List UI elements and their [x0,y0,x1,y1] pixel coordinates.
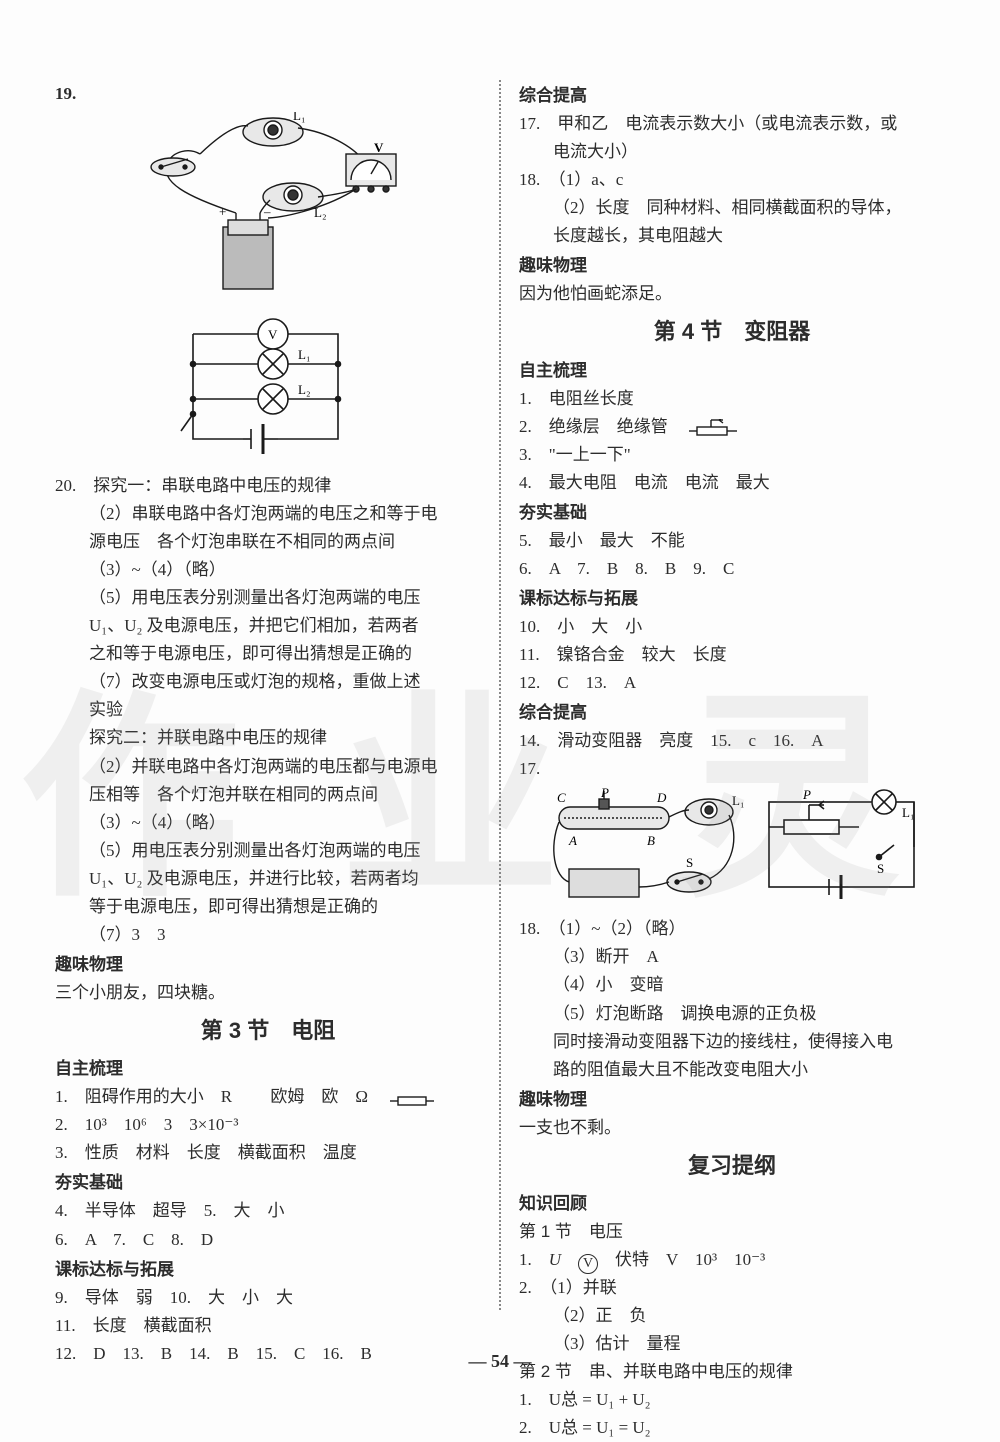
fun-physics-heading: 趣味物理 [519,252,945,280]
s2-line: 2. U总 = U₁ = U₂ [519,1414,945,1442]
zh2-line: 17. [519,755,945,783]
fun-physics-heading: 趣味物理 [519,1086,945,1114]
svg-text:C: C [557,790,566,805]
q20-line: 探究二：并联电路中电压的规律 [55,724,481,752]
zh-line: 长度越长，其电阻越大 [519,222,945,250]
hs-line: 6. A 7. B 8. B 9. C [519,555,945,583]
svg-text:L₁: L₁ [732,793,744,808]
zh2-line: （5）灯泡断路 调换电源的正负极 [519,1000,945,1028]
svg-text:P: P [600,787,609,800]
zz-line: 2. 10³ 10⁶ 3 3×10⁻³ [55,1111,481,1139]
label-L2: L₂ [298,382,310,397]
standards-heading: 课标达标与拓展 [55,1256,481,1284]
zh-line: （2）长度 同种材料、相同横截面积的导体， [519,194,945,222]
svg-text:D: D [656,790,667,805]
q20-line: 等于电源电压，即可得出猜想是正确的 [55,893,481,921]
label-V: V [374,140,384,155]
hs-line: 5. 最小 最大 不能 [519,527,945,555]
figure-19-schematic: V L₁ L₂ [55,309,481,464]
left-column: 19. [55,80,481,1310]
zh2-line: 同时接滑动变阻器下边的接线柱，使得接入电 [519,1028,945,1056]
hs-line: 6. A 7. C 8. D [55,1226,481,1254]
svg-text:B: B [647,833,655,848]
page-number: — 54 — [0,1347,1000,1377]
q20-line: （7）3 3 [55,921,481,949]
zh2-line: （4）小 变暗 [519,971,945,999]
zz-line: 1. 阻碍作用的大小 R 欧姆 欧 Ω [55,1083,481,1111]
s1-line: 2. （1）并联 [519,1274,945,1302]
q20-line: （3）~（4）（略） [55,556,481,584]
q20-line: （2）并联电路中各灯泡两端的电压都与电源电 [55,753,481,781]
knowledge-review-heading: 知识回顾 [519,1190,945,1218]
zh-line: 18. （1）a、c [519,166,945,194]
hs-line: 4. 半导体 超导 5. 大 小 [55,1197,481,1225]
basics-heading: 夯实基础 [55,1169,481,1197]
q20-line: U₁、U₂ 及电源电压，并把它们相加，若两者 [55,612,481,640]
q20-line: 源电压 各个灯泡串联在不相同的两点间 [55,528,481,556]
kb-line: 10. 小 大 小 [519,613,945,641]
fun-physics-heading: 趣味物理 [55,951,481,979]
fun-physics-text: 三个小朋友，四块糖。 [55,979,481,1007]
q20-line: U₁、U₂ 及电源电压，并进行比较，若两者均 [55,865,481,893]
fun-physics-text: 一支也不剩。 [519,1114,945,1142]
q20-line: （7）改变电源电压或灯泡的规格，重做上述 [55,668,481,696]
q20-line: （5）用电压表分别测量出各灯泡两端的电压 [55,584,481,612]
figure-17-circuits: C P D A B S L₁ [539,787,945,907]
zh2-line: 18. （1）~（2）（略） [519,915,945,943]
right-column: 综合提高 17. 甲和乙 电流表示数大小（或电流表示数，或 电流大小） 18. … [519,80,945,1310]
q19-number: 19. [55,84,76,103]
svg-text:P: P [802,787,811,802]
kb-line: 12. C 13. A [519,669,945,697]
s1-line: 1. U V 伏特 V 10³ 10⁻³ [519,1246,945,1274]
s2-line: 1. U总 = U₁ + U₂ [519,1386,945,1414]
comprehensive-heading: 综合提高 [519,699,945,727]
zh-line: 电流大小） [519,138,945,166]
zz-line: 1. 电阻丝长度 [519,385,945,413]
self-review-heading: 自主梳理 [55,1055,481,1083]
svg-text:L₁: L₁ [902,805,914,820]
kb-line: 9. 导体 弱 10. 大 小 大 [55,1284,481,1312]
svg-text:A: A [568,833,577,848]
q20-line: （2）串联电路中各灯泡两端的电压之和等于电 [55,500,481,528]
q20-line: 之和等于电源电压，即可得出猜想是正确的 [55,640,481,668]
zh2-line: 路的阻值最大且不能改变电阻大小 [519,1056,945,1084]
zz-line: 4. 最大电阻 电流 电流 最大 [519,469,945,497]
label-minus: – [263,204,271,219]
zz-line: 3. 性质 材料 长度 横截面积 温度 [55,1139,481,1167]
section-1-subhead: 第 1 节 电压 [519,1218,945,1246]
s1-line: （2）正 负 [519,1302,945,1330]
comprehensive-heading: 综合提高 [519,82,945,110]
review-outline-title: 复习提纲 [519,1148,945,1184]
two-column-layout: 19. [55,80,945,1310]
q20-line: （3）~（4）（略） [55,809,481,837]
self-review-heading: 自主梳理 [519,357,945,385]
standards-heading: 课标达标与拓展 [519,585,945,613]
q20-block: 20. 探究一：串联电路中电压的规律 （2）串联电路中各灯泡两端的电压之和等于电… [55,472,481,949]
q20-line: （5）用电压表分别测量出各灯泡两端的电压 [55,837,481,865]
svg-text:S: S [686,855,693,870]
label-L1: L₁ [293,112,305,123]
section-4-title: 第 4 节 变阻器 [519,314,945,350]
label-V: V [268,327,278,342]
fun-physics-text: 因为他怕画蛇添足。 [519,280,945,308]
q20-line: 实验 [55,696,481,724]
zz-line: 3. "一上一下" [519,441,945,469]
label-plus: + [219,204,226,219]
zh2-line: （3）断开 A [519,943,945,971]
zh-line: 17. 甲和乙 电流表示数大小（或电流表示数，或 [519,110,945,138]
column-divider [499,80,501,1310]
zh2-line: 14. 滑动变阻器 亮度 15. c 16. A [519,727,945,755]
zz-line: 2. 绝缘层 绝缘管 [519,413,945,441]
section-3-title: 第 3 节 电阻 [55,1013,481,1049]
basics-heading: 夯实基础 [519,499,945,527]
label-L2: L₂ [314,205,326,220]
q20-line: 压相等 各个灯泡并联在相同的两点间 [55,781,481,809]
svg-text:S: S [877,861,884,876]
q20-line: 20. 探究一：串联电路中电压的规律 [55,472,481,500]
label-L1: L₁ [298,347,310,362]
kb-line: 11. 镍铬合金 较大 长度 [519,641,945,669]
kb-line: 11. 长度 横截面积 [55,1312,481,1340]
figure-19-circuit-illustration: L₁ V L₂ + – [55,112,481,297]
